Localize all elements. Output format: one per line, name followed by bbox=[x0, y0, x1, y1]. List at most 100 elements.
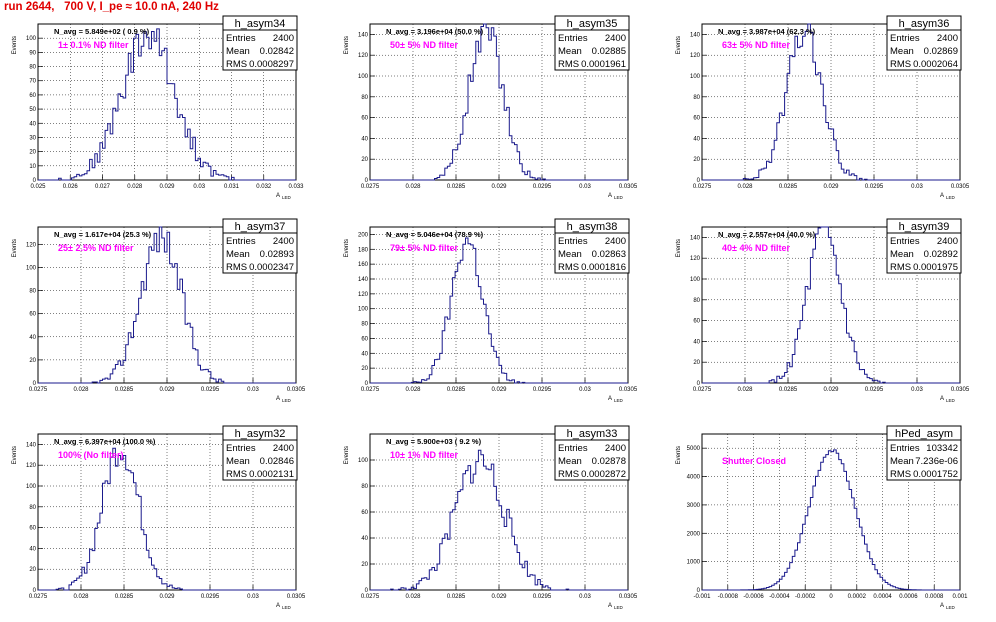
x-tick-label: 0.026 bbox=[63, 184, 79, 190]
y-tick-label: 0 bbox=[697, 588, 701, 594]
x-axis-subscript: LED bbox=[282, 195, 292, 200]
x-tick-label: 0.027 bbox=[95, 184, 111, 190]
y-tick-label: 70 bbox=[29, 79, 36, 85]
y-axis-title: Events bbox=[676, 446, 682, 464]
y-tick-label: 0 bbox=[365, 178, 369, 184]
y-tick-label: 20 bbox=[29, 358, 36, 364]
x-tick-label: 0.0295 bbox=[201, 387, 220, 393]
histogram-panel-h_asym36: 0.0275 0.028 0.0285 0.029 0.0295 0.03 0.0305 0 2… bbox=[676, 15, 970, 200]
stats-box: h_asym37 Entries 2400 Mean 0.02893 RMS 0.00023… bbox=[222, 218, 298, 274]
y-tick-label: 40 bbox=[361, 351, 368, 357]
y-axis-title: Events bbox=[676, 36, 682, 54]
stat-label: Mean bbox=[558, 46, 582, 57]
x-tick-label: 0.0275 bbox=[693, 184, 712, 190]
y-axis-title: Events bbox=[12, 239, 18, 257]
x-tick-label: -0.0004 bbox=[769, 594, 790, 600]
x-tick-label: -0.0006 bbox=[743, 594, 764, 600]
x-axis-title: A bbox=[276, 193, 280, 199]
histogram-series-h_asym33 bbox=[370, 449, 628, 591]
x-tick-label: 0.0295 bbox=[865, 184, 884, 190]
y-tick-label: 140 bbox=[358, 32, 369, 38]
x-axis-subscript: LED bbox=[946, 398, 956, 403]
stat-value: 2400 bbox=[605, 236, 626, 247]
y-axis-title: Events bbox=[12, 36, 18, 54]
y-tick-label: 140 bbox=[26, 442, 37, 448]
filter-label: 40± 4% ND filter bbox=[722, 243, 790, 253]
x-tick-label: 0.032 bbox=[256, 184, 272, 190]
histogram-name: h_asym36 bbox=[899, 18, 950, 30]
histogram-panel-h_asym32: 0.0275 0.028 0.0285 0.029 0.0295 0.03 0.0305 0 2… bbox=[12, 425, 306, 610]
x-axis-subscript: LED bbox=[614, 195, 624, 200]
x-axis-title: A bbox=[940, 193, 944, 199]
x-tick-label: 0.028 bbox=[73, 594, 89, 600]
x-tick-label: 0.0285 bbox=[779, 387, 798, 393]
x-tick-label: -0.0008 bbox=[718, 594, 739, 600]
histogram-series-hPed_asym bbox=[702, 449, 960, 591]
y-tick-label: 0 bbox=[33, 381, 37, 387]
x-tick-label: 0.0285 bbox=[779, 184, 798, 190]
y-axis-title: Events bbox=[676, 239, 682, 257]
x-tick-label: 0.03 bbox=[193, 184, 205, 190]
y-axis-title: Events bbox=[344, 446, 350, 464]
stat-value: 0.02863 bbox=[592, 249, 626, 260]
stats-box-frame bbox=[886, 218, 962, 274]
stat-value: 0.02878 bbox=[592, 456, 626, 467]
stat-label: Mean bbox=[226, 456, 250, 467]
stats-box: h_asym38 Entries 2400 Mean 0.02863 RMS 0.00018… bbox=[554, 218, 630, 274]
histogram-series-h_asym35 bbox=[370, 23, 628, 181]
histogram-series-h_asym32 bbox=[38, 447, 296, 591]
y-tick-label: 80 bbox=[29, 65, 36, 71]
x-axis-title: A bbox=[940, 396, 944, 402]
histogram-name: h_asym33 bbox=[567, 428, 618, 440]
y-tick-label: 140 bbox=[690, 32, 701, 38]
y-tick-label: 0 bbox=[33, 588, 37, 594]
histogram-panel-h_asym34: 0.025 0.026 0.027 0.028 0.029 0.03 0.031 0.032 0… bbox=[12, 15, 304, 200]
x-tick-label: 0.0004 bbox=[873, 594, 892, 600]
stat-value: 0.0001752 bbox=[913, 469, 958, 480]
x-tick-label: 0 bbox=[829, 594, 833, 600]
stat-label: RMS bbox=[890, 262, 911, 273]
y-tick-label: 0 bbox=[697, 381, 701, 387]
navg-label: N_avg = 6.397e+04 (100.0 %) bbox=[54, 437, 156, 446]
y-tick-label: 40 bbox=[29, 546, 36, 552]
filter-label: 1± 0.1% ND filter bbox=[58, 40, 129, 50]
stats-box-frame bbox=[886, 425, 962, 481]
histogram-series-h_asym39 bbox=[702, 226, 960, 384]
stat-label: RMS bbox=[558, 469, 579, 480]
x-axis-subscript: LED bbox=[614, 605, 624, 610]
histogram-series-h_asym37 bbox=[38, 226, 296, 384]
stats-box-frame bbox=[554, 15, 630, 71]
histogram-name: h_asym39 bbox=[899, 221, 950, 233]
y-tick-label: 5000 bbox=[687, 446, 701, 452]
y-tick-label: 20 bbox=[29, 150, 36, 156]
x-tick-label: 0.0305 bbox=[287, 594, 306, 600]
y-tick-label: 40 bbox=[693, 136, 700, 142]
y-tick-label: 0 bbox=[697, 178, 701, 184]
x-axis-subscript: LED bbox=[282, 605, 292, 610]
y-tick-label: 100 bbox=[358, 458, 369, 464]
stats-box-frame bbox=[222, 425, 298, 481]
navg-label: N_avg = 5.849e+02 ( 0.9 %) bbox=[54, 27, 150, 36]
filter-label: 63± 5% ND filter bbox=[722, 40, 790, 50]
y-tick-label: 100 bbox=[690, 277, 701, 283]
stat-value: 2400 bbox=[937, 236, 958, 247]
stat-value: 0.02885 bbox=[592, 46, 626, 57]
stat-value: 2400 bbox=[273, 236, 294, 247]
y-tick-label: 100 bbox=[26, 36, 37, 42]
y-tick-label: 140 bbox=[358, 277, 369, 283]
y-tick-label: 60 bbox=[29, 93, 36, 99]
stat-value: 103342 bbox=[926, 443, 958, 454]
x-tick-label: 0.029 bbox=[823, 387, 839, 393]
y-tick-label: 120 bbox=[690, 256, 701, 262]
filter-label: 50± 5% ND filter bbox=[390, 40, 458, 50]
stat-label: Entries bbox=[226, 33, 256, 44]
histogram-panel-hPed_asym: -0.001 -0.0008 -0.0006 -0.0004 -0.0002 0 0.000… bbox=[676, 425, 968, 610]
x-tick-label: 0.028 bbox=[737, 387, 753, 393]
x-tick-label: 0.029 bbox=[823, 184, 839, 190]
y-tick-label: 4000 bbox=[687, 475, 701, 481]
y-tick-label: 120 bbox=[358, 53, 369, 59]
y-tick-label: 40 bbox=[29, 335, 36, 341]
stat-label: RMS bbox=[558, 59, 579, 70]
x-tick-label: 0.03 bbox=[247, 594, 259, 600]
navg-label: N_avg = 3.987e+04 (62.3 %) bbox=[718, 27, 816, 36]
